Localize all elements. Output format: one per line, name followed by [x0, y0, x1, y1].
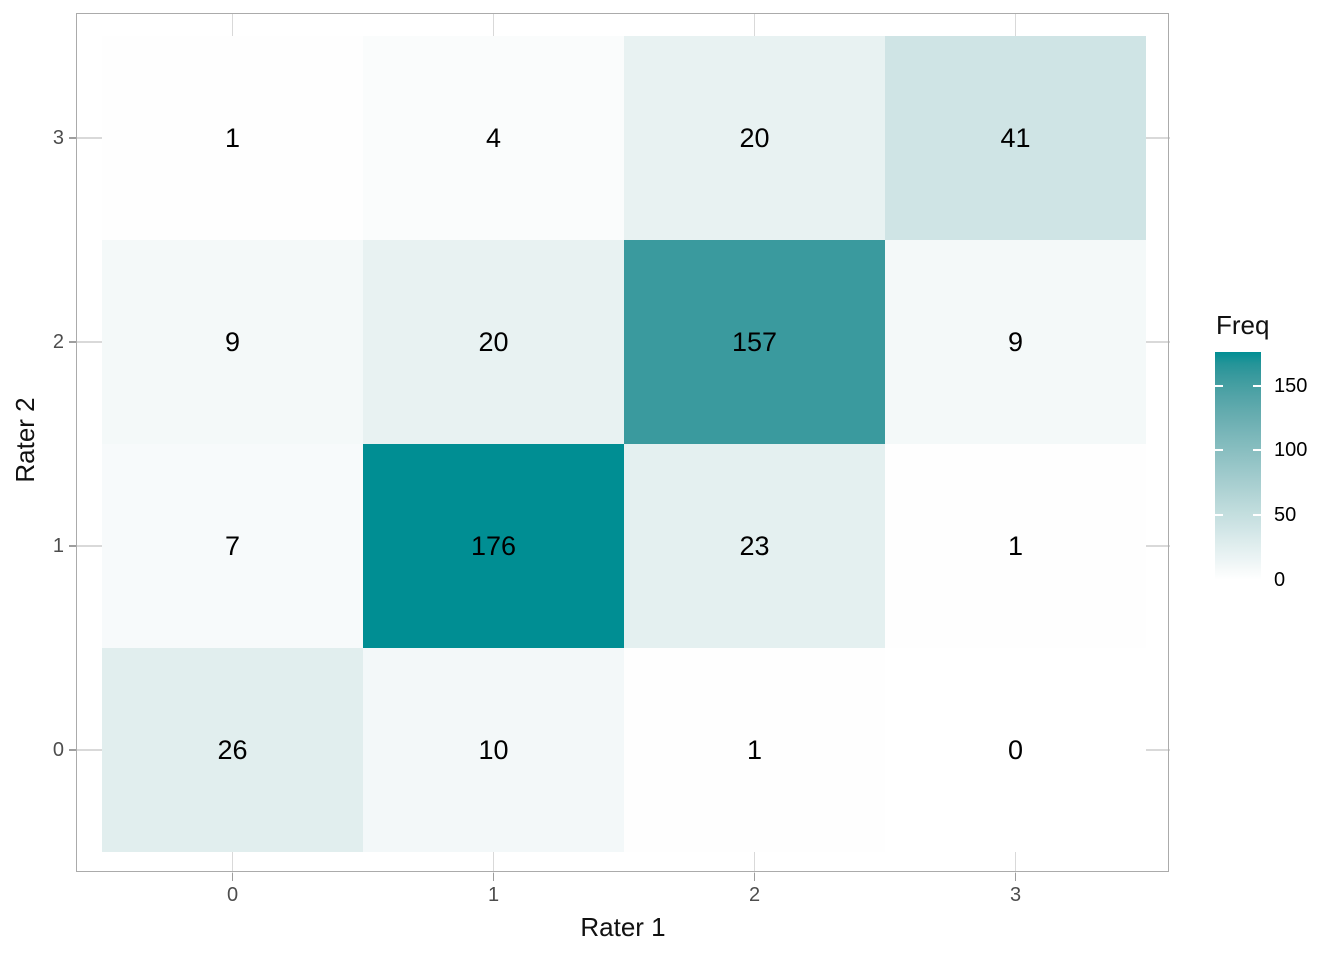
- y-axis-tick: [69, 341, 77, 343]
- cell-value-label: 1: [746, 735, 763, 765]
- cell-value-label: 41: [1000, 123, 1031, 153]
- legend-bar-tick: [1253, 449, 1261, 452]
- legend-tick-label: 150: [1274, 374, 1308, 397]
- cell-value-label: 20: [478, 327, 509, 357]
- cell-value-label: 9: [1007, 327, 1024, 357]
- y-tick-label: 3: [52, 127, 64, 149]
- legend-gradient-bar: [1215, 352, 1261, 580]
- cell-value-label: 26: [217, 735, 248, 765]
- legend-bar-tick: [1215, 514, 1223, 517]
- x-axis-tick: [1014, 873, 1017, 881]
- heatmap-cell: [624, 240, 885, 444]
- legend-bar-tick: [1253, 384, 1261, 387]
- cell-value-label: 9: [224, 327, 241, 357]
- heatmap-cell: [624, 36, 885, 240]
- x-axis-tick: [492, 873, 495, 881]
- cell-value-label: 176: [470, 531, 517, 561]
- cell-value-label: 20: [739, 123, 770, 153]
- heatmap-cell: [363, 648, 624, 852]
- x-tick-label: 3: [1009, 884, 1022, 906]
- cell-value-label: 157: [731, 327, 778, 357]
- cell-value-label: 7: [224, 531, 241, 561]
- heatmap-cell: [885, 240, 1146, 444]
- cell-value-label: 1: [224, 123, 241, 153]
- legend-bar-tick: [1253, 514, 1261, 517]
- x-tick-label: 2: [748, 884, 761, 906]
- cell-value-label: 10: [478, 735, 509, 765]
- y-axis-title: Rater 2: [10, 397, 40, 483]
- heatmap-cell: [363, 36, 624, 240]
- heatmap-cell: [102, 240, 363, 444]
- heatmap-cell: [885, 444, 1146, 648]
- legend-tick-label: 0: [1274, 569, 1286, 591]
- y-axis-tick: [69, 749, 77, 751]
- x-tick-label: 0: [226, 884, 239, 906]
- cell-value-label: 23: [739, 531, 770, 561]
- y-axis-tick: [69, 137, 77, 139]
- y-tick-label: 1: [52, 535, 64, 557]
- x-axis-tick: [231, 873, 234, 881]
- legend-bar-tick: [1215, 449, 1223, 452]
- heatmap-cell: [885, 648, 1146, 852]
- cell-value-label: 4: [485, 123, 502, 153]
- heatmap-cell: [624, 444, 885, 648]
- y-tick-label: 2: [52, 331, 64, 353]
- x-axis-tick: [753, 873, 756, 881]
- x-tick-label: 1: [487, 884, 500, 906]
- cell-value-label: 0: [1007, 735, 1024, 765]
- heatmap-cell: [102, 36, 363, 240]
- legend-tick-label: 100: [1274, 439, 1308, 462]
- heatmap-cell: [102, 648, 363, 852]
- heatmap-cell: [363, 240, 624, 444]
- legend-tick-label: 50: [1274, 504, 1297, 527]
- y-axis-tick: [69, 545, 77, 547]
- heatmap-cell: [885, 36, 1146, 240]
- y-tick-label: 0: [52, 739, 64, 761]
- legend-bar-tick: [1215, 384, 1223, 387]
- heatmap-cell: [363, 444, 624, 648]
- legend-title: Freq: [1216, 310, 1270, 340]
- cell-value-label: 1: [1007, 531, 1024, 561]
- heatmap-cell: [102, 444, 363, 648]
- heatmap-cell: [624, 648, 885, 852]
- x-axis-title: Rater 1: [580, 912, 666, 942]
